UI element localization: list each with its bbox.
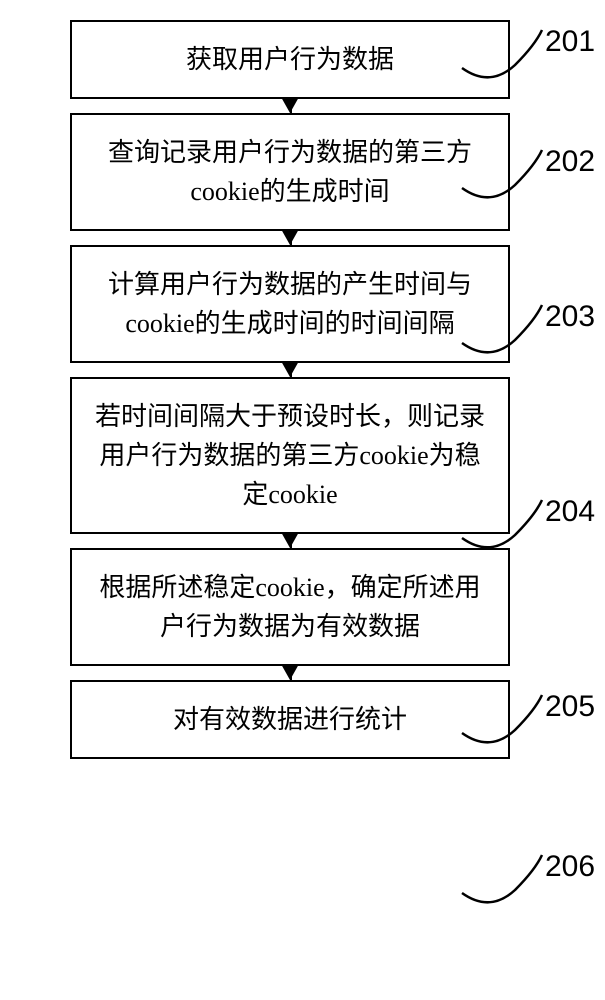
step-text: 根据所述稳定cookie，确定所述用户行为数据为有效数据 bbox=[99, 573, 480, 641]
step-box-201: 获取用户行为数据 bbox=[70, 20, 510, 99]
step-box-205: 根据所述稳定cookie，确定所述用户行为数据为有效数据 bbox=[70, 548, 510, 666]
step-text: 计算用户行为数据的产生时间与cookie的生成时间的时间间隔 bbox=[108, 270, 472, 338]
step-box-204: 若时间间隔大于预设时长，则记录用户行为数据的第三方cookie为稳定cookie bbox=[70, 377, 510, 534]
step-label-201: 201 bbox=[545, 25, 595, 59]
step-text: 查询记录用户行为数据的第三方cookie的生成时间 bbox=[108, 138, 472, 206]
step-label-205: 205 bbox=[545, 690, 595, 724]
step-box-206: 对有效数据进行统计 bbox=[70, 680, 510, 759]
flowchart: 获取用户行为数据 查询记录用户行为数据的第三方cookie的生成时间 计算用户行… bbox=[40, 20, 540, 759]
step-label-203: 203 bbox=[545, 300, 595, 334]
step-label-202: 202 bbox=[545, 145, 595, 179]
step-text: 获取用户行为数据 bbox=[186, 45, 394, 74]
step-box-202: 查询记录用户行为数据的第三方cookie的生成时间 bbox=[70, 113, 510, 231]
step-label-204: 204 bbox=[545, 495, 595, 529]
leader-curve-icon bbox=[460, 855, 550, 930]
step-text: 若时间间隔大于预设时长，则记录用户行为数据的第三方cookie为稳定cookie bbox=[95, 402, 485, 509]
step-label-206: 206 bbox=[545, 850, 595, 884]
step-box-203: 计算用户行为数据的产生时间与cookie的生成时间的时间间隔 bbox=[70, 245, 510, 363]
step-text: 对有效数据进行统计 bbox=[173, 705, 407, 734]
